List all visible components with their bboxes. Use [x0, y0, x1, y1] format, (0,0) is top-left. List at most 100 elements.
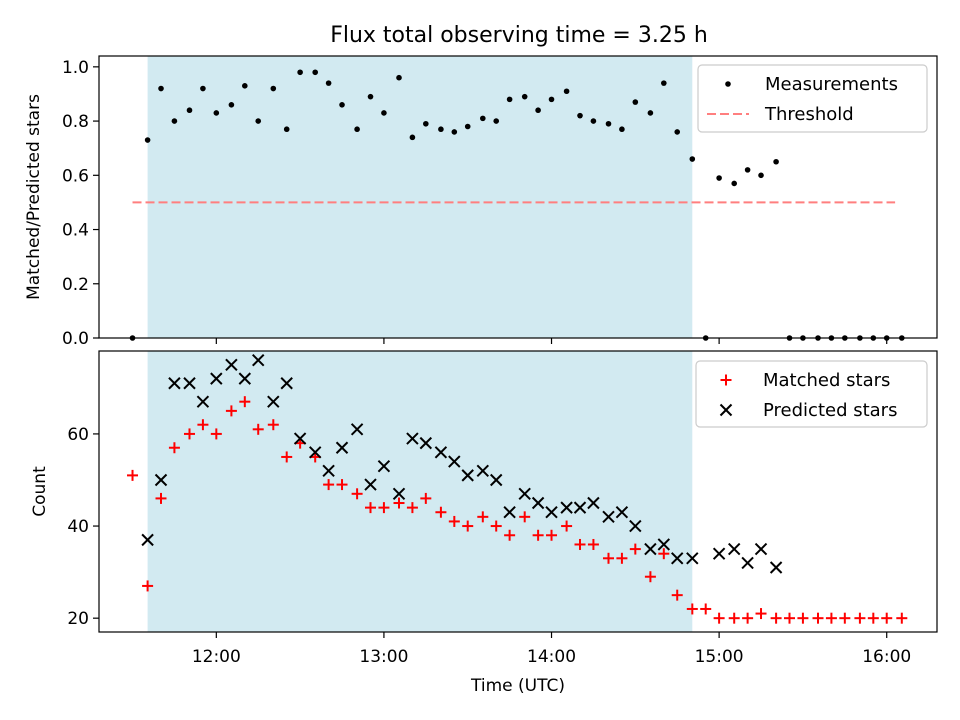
matched-star-point: [252, 423, 264, 435]
cross-b: [406, 432, 419, 445]
predicted-star-point: [280, 377, 293, 390]
predicted-star-point: [434, 446, 448, 459]
measurement-point: [451, 129, 458, 135]
matched-star-point: [168, 442, 180, 454]
cross-b: [657, 538, 671, 551]
predicted-star-point: [293, 432, 307, 445]
cross-b: [280, 377, 293, 390]
measurement-point: [171, 118, 178, 124]
cross-b: [308, 446, 322, 459]
predicted-star-point: [210, 372, 223, 385]
matched-star-point: [406, 502, 418, 514]
predicted-star-point: [141, 533, 154, 547]
predicted-star-point: [377, 459, 391, 473]
cross-b: [531, 496, 545, 510]
predicted-star-point: [225, 358, 238, 372]
matched-star-point: [644, 571, 656, 583]
cross-b: [741, 556, 754, 570]
measurement-point: [283, 126, 290, 133]
predicted-star-point: [448, 455, 461, 468]
legend-predicted-marker: [719, 403, 733, 417]
predicted-star-point: [364, 478, 377, 491]
predicted-star-point: [196, 395, 210, 408]
bottom-y-ticks: 20 40 60: [67, 425, 99, 629]
matched-star-point: [629, 543, 641, 555]
y-tick-label: 60: [67, 425, 89, 445]
matched-star-point: [616, 552, 628, 564]
cross-b: [392, 487, 406, 501]
predicted-stars-points: [141, 354, 783, 574]
predicted-star-point: [461, 469, 474, 482]
measurement-point: [731, 180, 738, 187]
matched-star-point: [490, 520, 502, 532]
y-tick-label: 0.2: [62, 275, 89, 295]
predicted-star-point: [657, 538, 671, 551]
predicted-star-point: [727, 542, 741, 556]
matched-star-point: [867, 612, 879, 624]
cross-b: [434, 446, 448, 459]
predicted-star-point: [168, 377, 181, 390]
matched-star-point: [462, 520, 474, 532]
predicted-star-point: [308, 446, 322, 459]
cross-b: [560, 501, 573, 514]
cross-b: [727, 542, 741, 556]
y-tick-label: 0.4: [62, 221, 89, 241]
cross-b: [629, 519, 642, 533]
x-tick-label: 16:00: [862, 647, 911, 667]
cross-b: [267, 395, 280, 408]
matched-star-point: [197, 419, 209, 431]
x-tick-label: 14:00: [527, 647, 576, 667]
measurement-point: [535, 107, 541, 114]
predicted-star-point: [644, 542, 657, 556]
matched-star-point: [755, 608, 767, 620]
cross-b: [545, 506, 558, 519]
legend-threshold-label: Threshold: [764, 104, 854, 125]
predicted-star-point: [476, 464, 490, 477]
measurement-point: [367, 93, 374, 100]
matched-star-point: [267, 419, 279, 431]
measurement-point: [773, 158, 779, 165]
measurement-point: [674, 129, 681, 135]
cross-b: [293, 432, 307, 445]
cross-b: [196, 395, 210, 408]
predicted-star-point: [350, 423, 364, 436]
measurement-point: [480, 115, 486, 122]
matched-stars-points: [127, 396, 908, 624]
matched-star-point: [713, 612, 725, 624]
predicted-star-point: [322, 464, 335, 477]
matched-star-point: [210, 428, 222, 440]
bottom-x-ticks: 12:00 13:00 14:00 15:00 16:00: [192, 632, 911, 667]
measurement-point: [506, 96, 513, 103]
cross-b: [141, 533, 154, 547]
cross-b: [168, 377, 181, 390]
matched-star-point: [477, 511, 489, 523]
cross-b: [490, 473, 503, 487]
cross-b: [503, 506, 516, 519]
measurement-point: [354, 126, 360, 133]
measurement-point: [297, 69, 303, 76]
matched-star-point: [574, 538, 586, 550]
predicted-star-point: [335, 441, 349, 454]
matched-star-point: [671, 589, 683, 601]
bottom-legend-box: [695, 360, 928, 428]
cross-b: [225, 358, 238, 372]
legend-measurements-marker: [725, 81, 731, 87]
matched-star-point: [728, 612, 740, 624]
cross-b: [686, 552, 699, 565]
legend-plus: [720, 374, 732, 386]
measurement-point: [312, 69, 319, 76]
matched-star-point: [225, 405, 237, 417]
y-tick-label: 0.6: [62, 166, 89, 186]
matched-star-point: [504, 529, 516, 541]
predicted-star-point: [154, 473, 168, 487]
predicted-star-point: [686, 552, 699, 565]
matched-star-point: [896, 612, 908, 624]
measurement-point: [325, 80, 332, 86]
matched-star-point: [812, 612, 824, 624]
measurement-point: [521, 93, 528, 100]
y-tick-label: 20: [67, 609, 89, 629]
cross-b: [719, 403, 733, 417]
matched-star-point: [658, 548, 670, 560]
cross-b: [602, 510, 615, 524]
matched-star-point: [155, 492, 167, 504]
